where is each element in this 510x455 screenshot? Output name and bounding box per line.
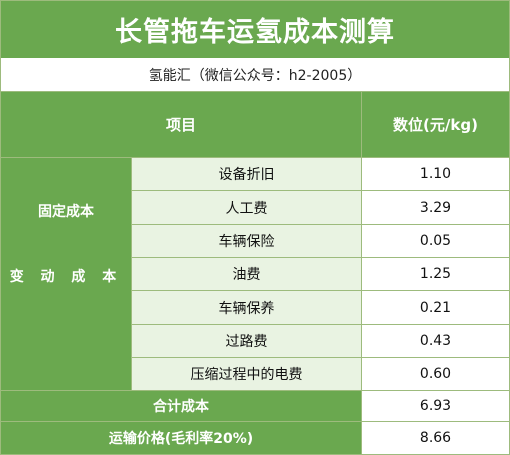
total-cost-value: 6.93 — [362, 391, 509, 422]
transport-price-value: 8.66 — [362, 422, 509, 454]
row-label: 过路费 — [132, 325, 362, 358]
row-value: 1.25 — [362, 258, 509, 291]
row-label: 车辆保养 — [132, 291, 362, 325]
header-item: 项目 — [1, 92, 362, 158]
row-label: 人工费 — [132, 191, 362, 225]
row-value: 0.05 — [362, 225, 509, 258]
row-value: 0.21 — [362, 291, 509, 325]
row-value: 3.29 — [362, 191, 509, 225]
header-value: 数位(元/kg) — [362, 92, 509, 158]
total-cost-label: 合计成本 — [1, 391, 362, 422]
group-fixed-cost: 固定成本 — [1, 158, 132, 263]
row-label: 油费 — [132, 258, 362, 291]
table-title: 长管拖车运氢成本测算 — [1, 1, 509, 58]
row-label: 设备折旧 — [132, 158, 362, 191]
row-label: 车辆保险 — [132, 225, 362, 258]
row-value: 1.10 — [362, 158, 509, 191]
group-column-fill — [1, 288, 132, 391]
group-variable-cost: 变 动 成 本 — [1, 263, 132, 288]
row-label: 压缩过程中的电费 — [132, 358, 362, 391]
row-value: 0.43 — [362, 325, 509, 358]
transport-price-label: 运输价格(毛利率20%) — [1, 422, 362, 454]
table-subtitle: 氢能汇（微信公众号：h2-2005） — [1, 58, 509, 92]
row-value: 0.60 — [362, 358, 509, 391]
